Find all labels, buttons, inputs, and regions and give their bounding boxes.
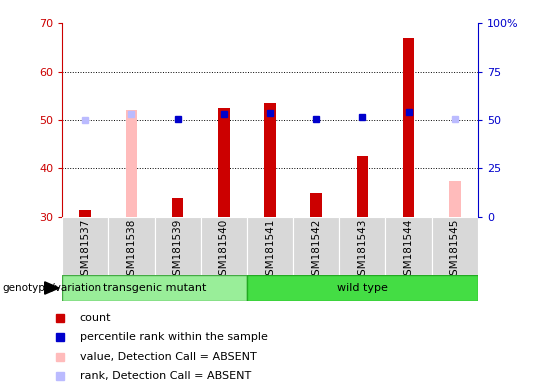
Bar <box>431 217 478 275</box>
Bar <box>293 217 339 275</box>
Text: GSM181545: GSM181545 <box>450 219 460 282</box>
Text: GSM181541: GSM181541 <box>265 219 275 282</box>
Bar <box>201 217 247 275</box>
Text: wild type: wild type <box>337 283 388 293</box>
Bar <box>79 210 91 217</box>
Text: percentile rank within the sample: percentile rank within the sample <box>80 332 268 342</box>
Text: genotype/variation: genotype/variation <box>3 283 102 293</box>
Bar <box>386 217 431 275</box>
Text: GSM181538: GSM181538 <box>126 219 137 282</box>
Bar <box>247 275 478 301</box>
Bar <box>264 103 276 217</box>
Text: GSM181542: GSM181542 <box>311 219 321 282</box>
Text: value, Detection Call = ABSENT: value, Detection Call = ABSENT <box>80 352 256 362</box>
Text: GSM181540: GSM181540 <box>219 219 229 282</box>
Text: GSM181537: GSM181537 <box>80 219 90 282</box>
Text: GSM181543: GSM181543 <box>357 219 367 282</box>
Bar <box>154 217 201 275</box>
Bar <box>126 110 137 217</box>
Text: rank, Detection Call = ABSENT: rank, Detection Call = ABSENT <box>80 371 251 381</box>
Text: count: count <box>80 313 111 323</box>
Bar <box>356 156 368 217</box>
Bar <box>218 108 230 217</box>
Bar <box>247 217 293 275</box>
Text: GSM181539: GSM181539 <box>173 219 183 282</box>
Bar <box>449 180 461 217</box>
Polygon shape <box>45 282 59 294</box>
Bar <box>310 193 322 217</box>
Bar <box>172 198 184 217</box>
Bar <box>339 217 386 275</box>
Text: transgenic mutant: transgenic mutant <box>103 283 206 293</box>
Bar <box>62 217 109 275</box>
Bar <box>109 217 154 275</box>
Bar <box>62 275 247 301</box>
Text: GSM181544: GSM181544 <box>403 219 414 282</box>
Bar <box>403 38 414 217</box>
Bar <box>79 210 91 217</box>
